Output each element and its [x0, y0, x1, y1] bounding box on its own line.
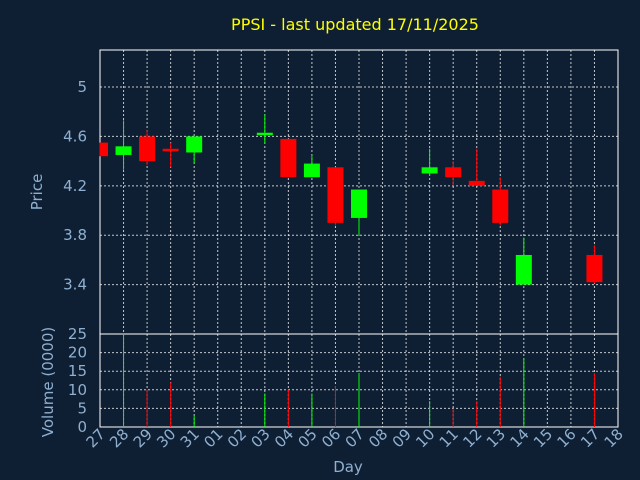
x-tick-label: 13 — [483, 425, 509, 451]
x-tick-label: 31 — [177, 425, 203, 451]
x-tick-label: 08 — [365, 425, 391, 451]
x-tick-label: 30 — [153, 425, 179, 451]
x-tick-label: 11 — [436, 425, 462, 451]
candle-05 — [303, 154, 320, 178]
volume-tick-label: 15 — [68, 362, 87, 380]
candle-body — [115, 146, 132, 155]
volume-tick-label: 10 — [68, 381, 87, 399]
candle-body — [186, 136, 203, 153]
candle-10 — [421, 148, 438, 176]
candle-body — [256, 132, 273, 136]
x-tick-label: 03 — [247, 425, 273, 451]
x-tick-label: 16 — [554, 425, 580, 451]
candle-body — [421, 167, 438, 174]
volume-axis-label: Volume (0000) — [39, 327, 57, 437]
candle-07 — [351, 189, 367, 236]
price-tick-label: 4.6 — [63, 127, 87, 145]
candle-31 — [186, 136, 203, 164]
candle-body — [327, 167, 344, 223]
x-tick-label: 12 — [459, 425, 485, 451]
price-axis-label: Price — [28, 174, 46, 211]
volume-tick-label: 25 — [68, 325, 87, 343]
candle-06 — [327, 167, 344, 226]
volume-tick-label: 5 — [77, 399, 87, 417]
candle-17 — [586, 245, 603, 284]
candle-03 — [256, 114, 273, 144]
x-tick-label: 06 — [318, 425, 344, 451]
volume-tick-label: 0 — [77, 418, 87, 436]
x-tick-label: 14 — [506, 425, 532, 451]
x-tick-labels: 2728293031010203040506070809101112131415… — [83, 425, 627, 451]
candle-29 — [139, 130, 156, 165]
x-tick-label: 15 — [530, 425, 556, 451]
x-tick-label: 28 — [106, 425, 132, 451]
price-tick-label: 3.8 — [63, 226, 87, 244]
candle-12 — [468, 148, 485, 186]
x-tick-label: 05 — [295, 425, 321, 451]
candle-body — [303, 163, 320, 178]
x-tick-label: 02 — [224, 425, 250, 451]
candle-30 — [162, 142, 179, 168]
candle-14 — [515, 237, 532, 285]
x-tick-label: 04 — [271, 425, 297, 451]
candle-body — [100, 142, 108, 157]
price-tick-label: 4.2 — [63, 177, 87, 195]
x-tick-label: 10 — [412, 425, 438, 451]
x-tick-label: 17 — [577, 425, 603, 451]
price-panel: 3.4 3.8 4.2 4.6 5 — [63, 49, 619, 335]
candle-body — [445, 167, 462, 178]
candle-11 — [445, 161, 462, 186]
x-tick-label: 07 — [342, 425, 368, 451]
candle-body — [492, 189, 509, 223]
candle-body — [139, 136, 156, 162]
x-tick-label: 29 — [130, 425, 156, 451]
x-tick-label: 09 — [389, 425, 415, 451]
volume-tick-label: 20 — [68, 344, 87, 362]
candle-13 — [492, 177, 509, 226]
candle-body — [351, 189, 367, 218]
candle-body — [162, 148, 179, 152]
price-tick-label: 5 — [77, 78, 87, 96]
candle-body — [468, 180, 485, 186]
candle-body — [515, 254, 532, 285]
day-axis-label: Day — [333, 458, 363, 476]
candle-28 — [115, 120, 132, 170]
x-tick-label: 01 — [200, 425, 226, 451]
candle-04 — [280, 138, 297, 178]
chart-title: PPSI - last updated 17/11/2025 — [231, 15, 479, 34]
candle-body — [586, 254, 603, 283]
candle-body — [280, 138, 297, 178]
price-tick-label: 3.4 — [63, 276, 87, 294]
candle-27 — [99, 142, 108, 157]
x-tick-label: 18 — [601, 425, 627, 451]
